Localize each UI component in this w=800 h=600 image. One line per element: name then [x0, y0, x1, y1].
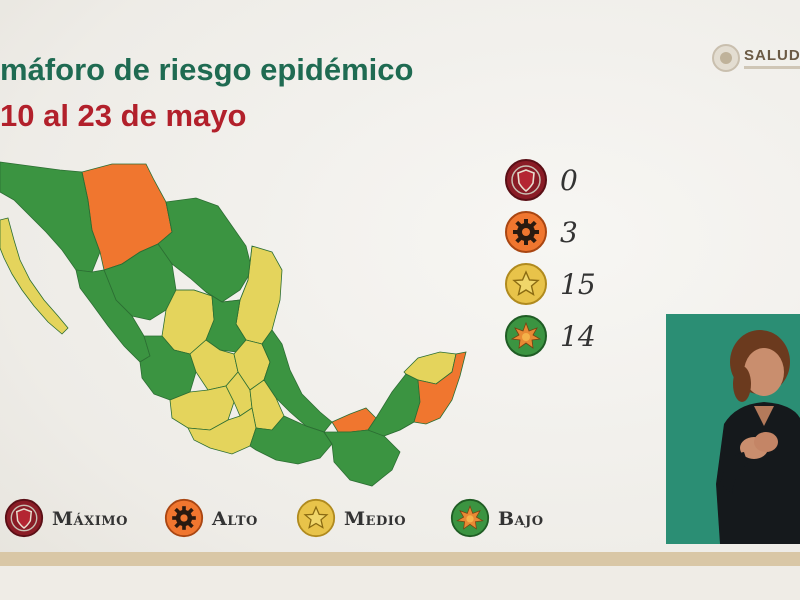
legend-gear-icon — [164, 498, 204, 538]
footer-band — [0, 552, 800, 566]
legend-sun-icon — [450, 498, 490, 538]
count-bajo-value: 14 — [560, 320, 596, 353]
legend-label-maximo: Máximo — [52, 508, 128, 530]
state-michoacan — [169, 385, 235, 431]
logo-subtitle-line — [744, 66, 800, 69]
legend-label-bajo: Bajo — [498, 508, 544, 530]
slide-title: máforo de riesgo epidémico — [0, 52, 414, 87]
logo-text: SALUD — [744, 47, 800, 64]
salud-logo: SALUD — [712, 42, 800, 76]
mexico-risk-map — [0, 161, 467, 487]
state-borders — [81, 171, 415, 445]
legend-shield-icon — [4, 498, 44, 538]
bajo-sun-icon — [505, 315, 547, 357]
count-row-bajo: 14 — [498, 312, 658, 360]
count-maximo-value: 0 — [560, 164, 578, 197]
interpreter-figure — [716, 330, 800, 544]
count-row-maximo: 0 — [498, 156, 658, 204]
state-chiapas — [323, 429, 401, 487]
legend-label-medio: Medio — [344, 508, 407, 530]
medio-star-icon — [505, 263, 547, 305]
state-baja-california — [0, 217, 69, 335]
footer-background — [0, 566, 800, 600]
government-seal-icon — [712, 44, 740, 72]
count-medio-value: 15 — [560, 268, 596, 301]
alto-gear-icon — [505, 211, 547, 253]
count-row-alto: 3 — [498, 208, 658, 256]
state-quintana-roo — [413, 351, 467, 425]
slide-date-range: 10 al 23 de mayo — [0, 98, 247, 133]
state-campeche — [367, 373, 421, 437]
legend-label-alto: Alto — [212, 508, 258, 530]
legend-star-icon — [296, 498, 336, 538]
count-row-medio: 15 — [498, 260, 658, 308]
maximo-shield-icon — [505, 159, 547, 201]
risk-legend: Máximo Alto — [0, 496, 570, 544]
risk-count-panel: 0 3 — [498, 156, 658, 376]
count-alto-value: 3 — [560, 216, 578, 249]
sign-language-interpreter-video — [666, 314, 800, 544]
